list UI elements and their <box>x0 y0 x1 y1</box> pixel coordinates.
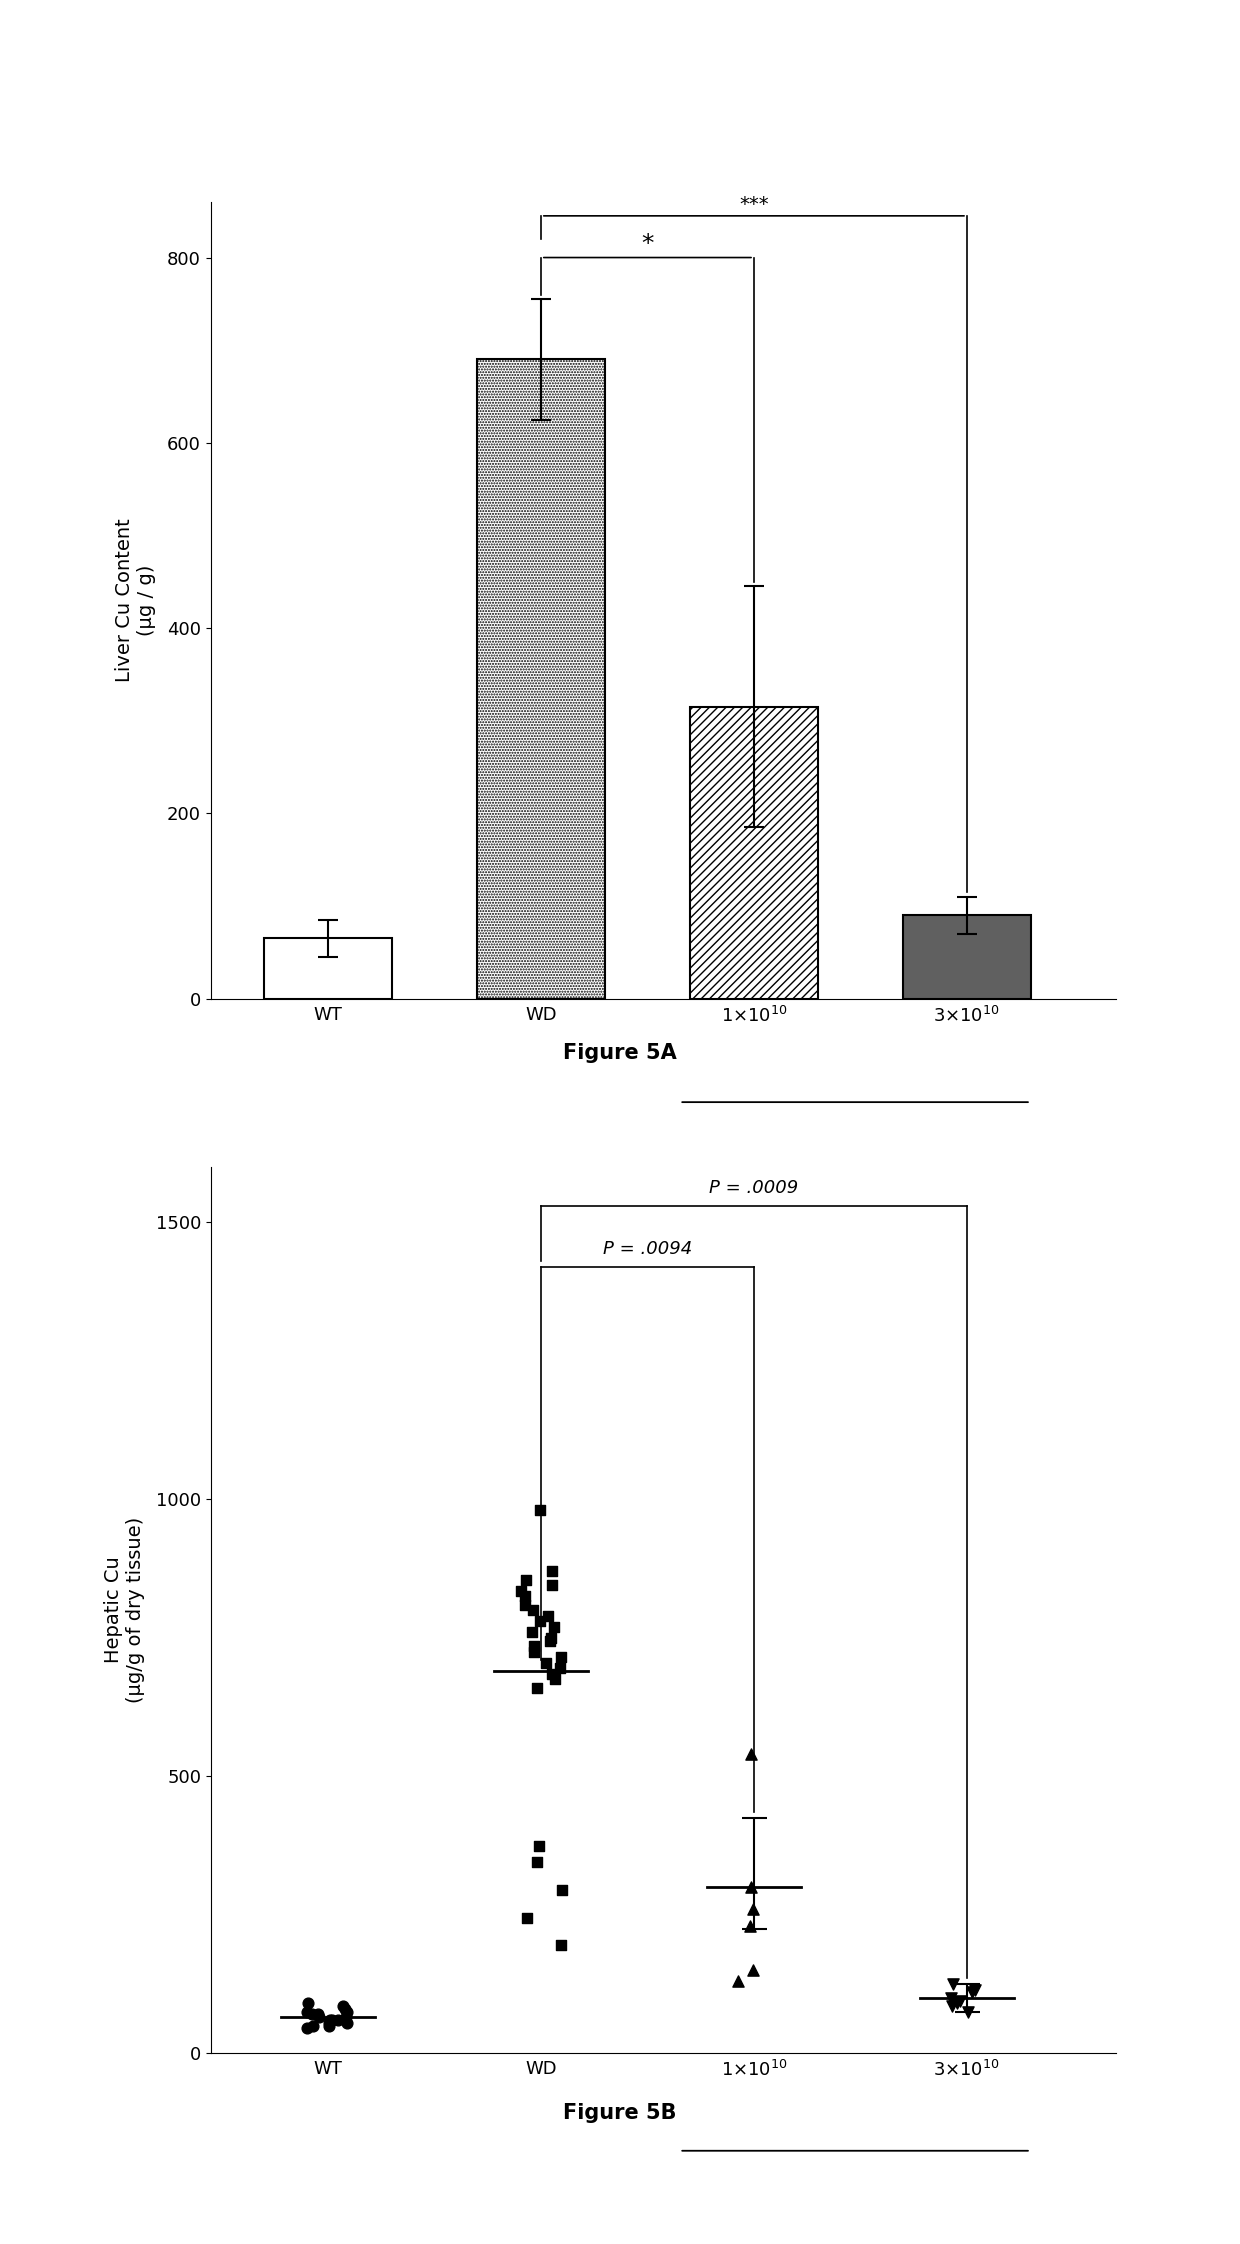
Point <box>334 1988 353 2024</box>
Point <box>544 1661 564 1696</box>
Point <box>742 1869 761 1905</box>
Point <box>527 1845 547 1880</box>
Point <box>523 1593 543 1629</box>
Point <box>523 1629 543 1665</box>
Point <box>551 1649 570 1685</box>
Point <box>527 1670 547 1705</box>
Point <box>542 1656 562 1692</box>
Point <box>296 1993 316 2029</box>
Point <box>551 1928 570 1964</box>
Point <box>728 1964 748 1999</box>
Point <box>303 1997 322 2033</box>
Point <box>947 1986 967 2022</box>
Point <box>743 1892 763 1928</box>
Point <box>539 1622 559 1658</box>
Text: ***: *** <box>739 195 769 213</box>
Point <box>320 2004 340 2040</box>
Text: P = .0009: P = .0009 <box>709 1180 799 1198</box>
Point <box>552 1638 572 1674</box>
Y-axis label: Liver Cu Content
(μg / g): Liver Cu Content (μg / g) <box>115 518 156 682</box>
Point <box>309 1999 329 2035</box>
Point <box>542 1553 562 1589</box>
Point <box>516 1578 536 1613</box>
Point <box>337 1993 357 2029</box>
Text: Figure 5B: Figure 5B <box>563 2103 677 2123</box>
Point <box>942 1988 962 2024</box>
Point <box>544 1609 564 1645</box>
Point <box>537 1645 557 1681</box>
Point <box>511 1573 531 1609</box>
Point <box>957 1993 977 2029</box>
Point <box>942 1966 962 2002</box>
Point <box>541 1620 560 1656</box>
Point <box>335 1990 355 2026</box>
Bar <box>264 938 392 999</box>
Bar <box>903 916 1030 999</box>
Point <box>538 1598 558 1634</box>
Point <box>304 2008 324 2044</box>
Point <box>517 1901 537 1937</box>
Point <box>319 2008 339 2044</box>
Point <box>531 1492 551 1528</box>
Text: Figure 5A: Figure 5A <box>563 1043 677 1064</box>
Point <box>529 1602 549 1638</box>
Point <box>742 1737 761 1773</box>
Text: P = .0094: P = .0094 <box>603 1241 692 1259</box>
Y-axis label: Hepatic Cu
(μg/g of dry tissue): Hepatic Cu (μg/g of dry tissue) <box>104 1517 145 1703</box>
Point <box>552 1871 572 1907</box>
Point <box>529 1827 549 1863</box>
Point <box>515 1587 534 1622</box>
Point <box>743 1952 763 1988</box>
Point <box>525 1634 544 1670</box>
Point <box>962 1975 982 2011</box>
Point <box>336 1999 356 2035</box>
Point <box>329 2002 348 2038</box>
Bar <box>689 707 818 999</box>
Point <box>965 1972 985 2008</box>
Bar <box>477 359 605 999</box>
Point <box>542 1566 562 1602</box>
Point <box>522 1613 542 1649</box>
Point <box>740 1907 760 1943</box>
Point <box>308 1997 327 2033</box>
Point <box>298 1986 317 2022</box>
Text: *: * <box>641 231 653 256</box>
Point <box>337 2004 357 2040</box>
Point <box>950 1984 970 2020</box>
Point <box>298 2011 317 2047</box>
Point <box>322 2002 342 2038</box>
Point <box>517 1562 537 1598</box>
Point <box>941 1979 961 2015</box>
Point <box>320 2002 340 2038</box>
